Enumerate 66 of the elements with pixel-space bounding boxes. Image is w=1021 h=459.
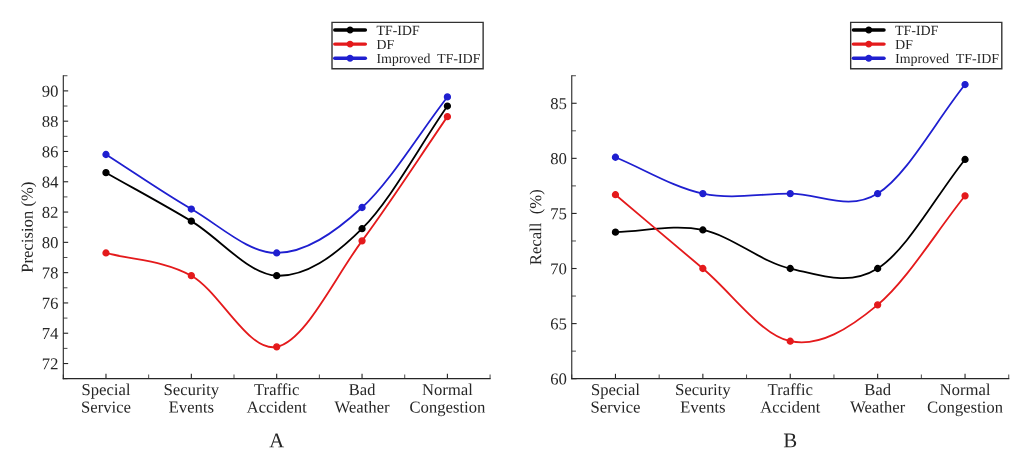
x-tick-label: Bad Weather: [334, 383, 390, 413]
point: [102, 169, 110, 177]
point: [786, 337, 794, 345]
y-tick-label: 60: [550, 373, 567, 385]
point: [443, 102, 452, 110]
y-tick-label: 80: [42, 237, 58, 249]
point: [874, 264, 882, 273]
y-tick-label: 88: [42, 115, 58, 128]
point: [443, 112, 452, 121]
x-axis-title: B: [783, 433, 797, 448]
point: [443, 93, 452, 101]
point: [961, 155, 969, 164]
x-tick-label: Security Events: [676, 384, 731, 413]
legend-label: TF-IDF: [376, 25, 420, 35]
point: [874, 189, 882, 198]
y-tick-label: 80: [550, 153, 567, 165]
point: [611, 153, 620, 161]
y-axis-title: Recall (%): [529, 189, 545, 265]
point: [187, 205, 195, 213]
point: [187, 272, 195, 280]
point: [611, 228, 620, 236]
x-axis-title: A: [269, 433, 285, 448]
legend-label: TF-IDF: [895, 25, 938, 35]
x-tick-label: Security Events: [164, 384, 220, 413]
x-tick-label: Traffic Accident: [760, 383, 821, 413]
point: [102, 249, 110, 257]
point: [874, 301, 882, 309]
point: [358, 225, 366, 233]
x-tick-label: Bad Weather: [850, 383, 906, 413]
point: [273, 249, 281, 257]
y-tick-label: 65: [550, 318, 567, 330]
y-tick-label: 78: [42, 267, 58, 279]
point: [611, 191, 620, 199]
x-tick-label: Special Service: [591, 383, 640, 413]
legend-label: DF: [895, 39, 913, 50]
point: [358, 237, 366, 245]
legend-label: Improved TF-IDF: [895, 53, 999, 67]
point: [786, 189, 794, 198]
y-tick-label: 85: [550, 97, 567, 110]
point: [961, 192, 969, 200]
point: [699, 226, 707, 234]
x-tick-label: Normal Congestion: [927, 383, 1003, 417]
point: [961, 80, 969, 89]
x-tick-label: Normal Congestion: [410, 383, 486, 417]
y-tick-label: 84: [42, 176, 59, 188]
point: [699, 264, 707, 273]
y-tick-label: 74: [42, 328, 59, 340]
y-tick-label: 72: [42, 358, 58, 370]
y-tick-label: 82: [42, 206, 58, 218]
legend-label: DF: [376, 39, 394, 50]
y-tick-label: 75: [551, 208, 567, 220]
point: [102, 150, 110, 159]
y-tick-label: 86: [42, 146, 58, 158]
point: [358, 203, 366, 212]
y-tick-label: 90: [42, 85, 58, 97]
point: [273, 343, 281, 351]
x-tick-label: Traffic Accident: [246, 383, 307, 413]
point: [786, 264, 794, 273]
legend-label: Improved TF-IDF: [376, 53, 480, 67]
point: [699, 189, 707, 198]
y-tick-label: 76: [42, 297, 58, 309]
point: [273, 272, 281, 280]
y-axis-title: Precision (%): [21, 182, 37, 273]
x-tick-label: Special Service: [82, 383, 131, 413]
point: [187, 217, 195, 225]
y-tick-label: 70: [551, 263, 567, 275]
